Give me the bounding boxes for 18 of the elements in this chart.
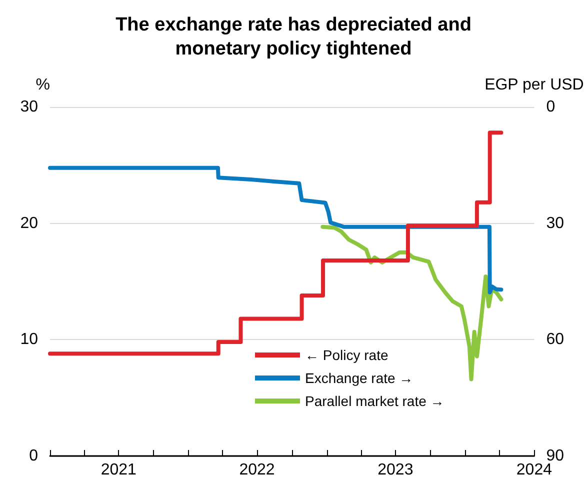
y-axis-title: % [36,76,50,94]
y2-tick-label: 90 [546,448,564,464]
legend-label: Parallel market rate → [305,393,444,409]
y2-axis-title: EGP per USD [484,76,584,94]
chart-title: The exchange rate has depreciated and monetary policy tightened [116,14,472,60]
y-tick-label: 0 [29,448,38,464]
x-tick-label: 2023 [378,462,414,478]
y-tick-label: 20 [20,214,38,232]
x-tick-label: 2022 [239,462,275,478]
legend-label: Exchange rate → [305,370,414,386]
y-tick-label: 30 [20,98,38,116]
legend-label: ← Policy rate [305,347,388,363]
y-tick-label: 10 [20,331,38,348]
x-tick-label: 2024 [516,462,552,478]
y2-tick-label: 60 [546,331,564,348]
y2-tick-label: 30 [546,214,564,232]
x-tick-label: 2021 [100,462,137,478]
y2-tick-label: 0 [546,98,556,116]
